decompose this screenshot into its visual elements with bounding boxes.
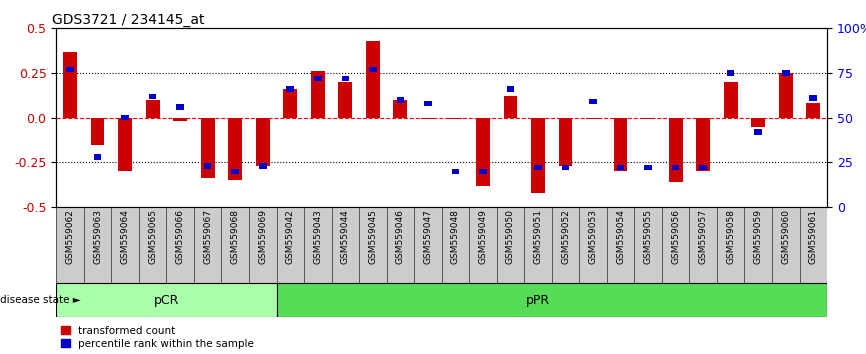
Text: GSM559045: GSM559045 [368, 209, 378, 264]
Text: GSM559053: GSM559053 [589, 209, 598, 264]
Bar [119, 118, 132, 171]
Bar [449, 118, 462, 120]
Bar [339, 82, 352, 118]
Bar [201, 118, 215, 178]
Bar [617, 165, 624, 170]
Text: GSM559062: GSM559062 [66, 209, 74, 264]
Bar [779, 73, 792, 118]
Bar [752, 118, 765, 127]
Text: GSM559046: GSM559046 [396, 209, 405, 264]
Text: GSM559051: GSM559051 [533, 209, 542, 264]
Bar [700, 165, 707, 170]
Text: pPR: pPR [526, 293, 550, 307]
Legend: transformed count, percentile rank within the sample: transformed count, percentile rank withi… [61, 326, 254, 349]
Bar [255, 118, 269, 166]
Bar [421, 118, 435, 120]
Text: GSM559065: GSM559065 [148, 209, 157, 264]
Bar [644, 165, 652, 170]
Text: disease state ►: disease state ► [0, 295, 81, 305]
Bar [479, 169, 487, 174]
Text: GSM559059: GSM559059 [753, 209, 763, 264]
Text: GSM559057: GSM559057 [699, 209, 708, 264]
Bar [56, 283, 276, 317]
Bar [149, 93, 157, 99]
Bar [452, 169, 459, 174]
Bar [810, 95, 817, 101]
Text: GSM559054: GSM559054 [616, 209, 625, 264]
Text: GSM559047: GSM559047 [423, 209, 432, 264]
Bar [276, 283, 827, 317]
Bar [91, 118, 105, 144]
Text: GSM559050: GSM559050 [506, 209, 515, 264]
Text: GDS3721 / 234145_at: GDS3721 / 234145_at [53, 13, 205, 27]
Bar [782, 70, 790, 76]
Bar [283, 89, 297, 118]
Bar [204, 163, 211, 169]
Bar [67, 67, 74, 72]
Bar [145, 100, 159, 118]
Bar [94, 154, 101, 160]
Text: pCR: pCR [153, 293, 179, 307]
Bar [669, 118, 682, 182]
Bar [397, 97, 404, 103]
Bar [369, 67, 377, 72]
Bar [341, 76, 349, 81]
Text: GSM559069: GSM559069 [258, 209, 268, 264]
Bar [177, 104, 184, 110]
Bar [314, 76, 321, 81]
Bar [504, 96, 517, 118]
Text: GSM559068: GSM559068 [230, 209, 240, 264]
Bar [531, 118, 545, 193]
Bar [534, 165, 542, 170]
Text: GSM559064: GSM559064 [120, 209, 130, 264]
Bar [173, 118, 187, 121]
Bar [559, 118, 572, 166]
Bar [424, 101, 431, 106]
Text: GSM559063: GSM559063 [93, 209, 102, 264]
Bar [562, 165, 569, 170]
Text: GSM559066: GSM559066 [176, 209, 184, 264]
Bar [641, 118, 655, 120]
Bar [806, 103, 820, 118]
Bar [121, 115, 129, 120]
Bar [259, 163, 267, 169]
Text: GSM559055: GSM559055 [643, 209, 653, 264]
Bar [724, 82, 738, 118]
Bar [229, 118, 242, 180]
Text: GSM559061: GSM559061 [809, 209, 818, 264]
Bar [586, 118, 600, 120]
Bar [589, 99, 597, 104]
Bar [287, 86, 294, 92]
Bar [727, 70, 734, 76]
Bar [507, 86, 514, 92]
Text: GSM559042: GSM559042 [286, 209, 294, 264]
Bar [614, 118, 628, 171]
Bar [311, 71, 325, 118]
Text: GSM559056: GSM559056 [671, 209, 680, 264]
Bar [672, 165, 680, 170]
Text: GSM559058: GSM559058 [727, 209, 735, 264]
Bar [63, 52, 77, 118]
Bar [696, 118, 710, 171]
Text: GSM559043: GSM559043 [313, 209, 322, 264]
Bar [366, 41, 379, 118]
Bar [754, 129, 762, 135]
Bar [476, 118, 490, 185]
Text: GSM559044: GSM559044 [341, 209, 350, 264]
Text: GSM559067: GSM559067 [204, 209, 212, 264]
Text: GSM559060: GSM559060 [781, 209, 791, 264]
Text: GSM559048: GSM559048 [451, 209, 460, 264]
Text: GSM559052: GSM559052 [561, 209, 570, 264]
Bar [393, 100, 407, 118]
Text: GSM559049: GSM559049 [478, 209, 488, 264]
Bar [231, 169, 239, 174]
